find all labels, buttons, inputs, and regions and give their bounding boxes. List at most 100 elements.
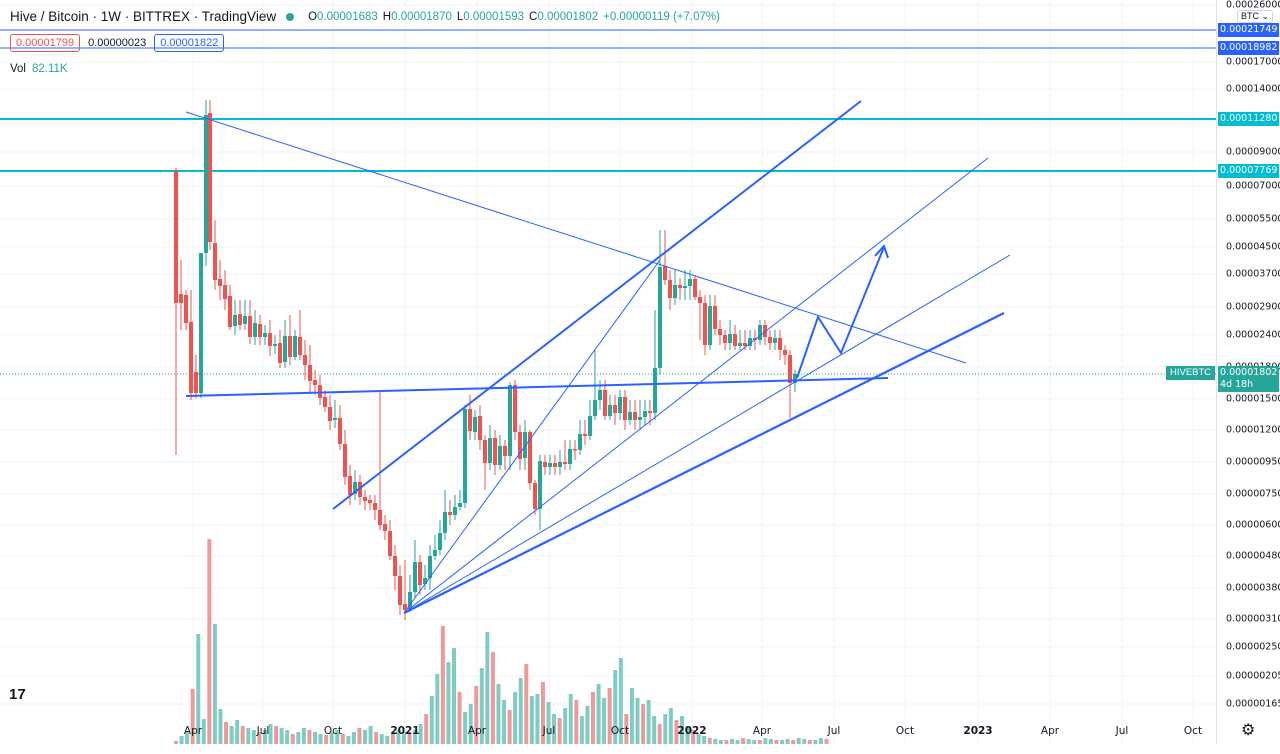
volume-bar (607, 688, 612, 744)
candle-body (503, 446, 507, 456)
volume-bar (518, 678, 523, 744)
volume-bar (285, 730, 290, 744)
candle-body (543, 462, 547, 467)
candle-body (268, 333, 272, 346)
price-tick-label: 0.00000750 (1226, 488, 1280, 500)
tradingview-logo-icon[interactable]: 17 (9, 686, 26, 703)
volume-bar (818, 738, 823, 744)
volume-bar (563, 708, 568, 744)
candle-body (368, 500, 372, 503)
volume-bar (268, 724, 273, 744)
candle-body (253, 323, 257, 337)
price-chart[interactable] (0, 0, 1216, 744)
candle-body (678, 285, 682, 288)
volume-bar (657, 724, 662, 744)
candle-body (693, 279, 697, 297)
candle-body (658, 267, 662, 368)
volume-bar (824, 739, 829, 744)
price-tick-label: 0.00009000 (1226, 146, 1280, 158)
volume-bar (635, 698, 640, 744)
arrow-head (874, 244, 889, 259)
volume-bar (802, 739, 807, 744)
symbol-title[interactable]: Hive / Bitcoin · 1W · BITTREX · TradingV… (10, 9, 277, 24)
currency-select[interactable]: BTC ⌄ (1237, 10, 1274, 23)
trendline (403, 312, 1005, 614)
candle-body (293, 336, 297, 357)
volume-bar (691, 730, 696, 744)
candle-body (408, 592, 412, 609)
volume-bar (446, 662, 451, 744)
volume-bar (413, 730, 418, 744)
time-tick-label: Oct (323, 725, 343, 737)
candle-body (453, 507, 457, 515)
candle-body (788, 355, 792, 383)
candle-body (403, 604, 407, 610)
candle-body (393, 556, 397, 576)
trendline (185, 111, 967, 364)
volume-bar (524, 664, 529, 744)
volume-bar (591, 692, 595, 744)
horizontal-level-label[interactable]: 0.00007769 (1218, 164, 1280, 178)
volume-bar (785, 739, 790, 744)
volume-bar (663, 714, 668, 744)
candle-body (483, 440, 487, 463)
sell-button[interactable]: 0.00001799 (10, 34, 81, 52)
horizontal-level-label[interactable]: 0.00011280 (1218, 112, 1280, 126)
symbol-price-label: HIVEBTC (1166, 366, 1216, 380)
candle-body (623, 397, 627, 420)
candle-body (443, 512, 447, 533)
ohlc-change: +0.00000119 (+7.07%) (603, 10, 720, 23)
candle-body (793, 374, 797, 383)
gear-icon[interactable]: ⚙ (1241, 722, 1256, 739)
volume-bar (596, 684, 601, 744)
candle-body (413, 562, 417, 592)
candle-body (573, 449, 577, 451)
volume-bar (502, 700, 507, 744)
price-tick-label: 0.00007000 (1226, 180, 1280, 192)
volume-bar (235, 720, 240, 744)
candle-body (493, 438, 497, 465)
price-tick-label: 0.00002900 (1226, 301, 1280, 313)
candle-body (448, 512, 452, 515)
candle-body (703, 303, 707, 345)
horizontal-level-label[interactable]: 0.00018982 (1218, 41, 1280, 55)
volume-bar (257, 732, 262, 744)
price-tick-label: 0.00000310 (1226, 613, 1280, 625)
candle-body (513, 385, 517, 432)
candle-body (648, 411, 652, 413)
candle-body (743, 343, 747, 346)
buy-button[interactable]: 0.00001822 (154, 34, 225, 52)
candle-body (733, 334, 737, 346)
volume-bar (457, 692, 462, 744)
candle-body (588, 416, 592, 436)
volume-bar (713, 739, 718, 744)
price-tick-label: 0.00000380 (1226, 582, 1280, 594)
trendline (403, 259, 661, 614)
time-tick-label: Oct (1183, 725, 1203, 737)
volume-bar (724, 740, 729, 744)
candle-body (223, 285, 227, 299)
ohlc-low: L0.00001593 (456, 10, 525, 23)
volume-bar (174, 741, 178, 744)
candle-body (243, 316, 247, 324)
horizontal-level-label[interactable]: 0.00021749 (1218, 23, 1280, 37)
time-tick-label: Jul (827, 725, 841, 737)
candle-body (723, 335, 727, 343)
candle-body (488, 438, 492, 463)
candle-body (533, 483, 537, 509)
candle-body (189, 322, 193, 393)
price-tick-label: 0.00004500 (1226, 241, 1280, 253)
volume-bar (513, 692, 518, 744)
trendline (403, 157, 989, 614)
volume-bar (229, 726, 234, 744)
candle-body (603, 390, 607, 416)
candle-body (258, 324, 262, 337)
candle-body (468, 409, 472, 431)
volume-bar (735, 740, 740, 744)
candle-body (738, 343, 742, 346)
candle-body (528, 432, 532, 483)
candle-body (263, 333, 267, 337)
volume-bar (262, 730, 267, 744)
volume-bar (324, 735, 329, 744)
volume-bar (813, 740, 818, 744)
